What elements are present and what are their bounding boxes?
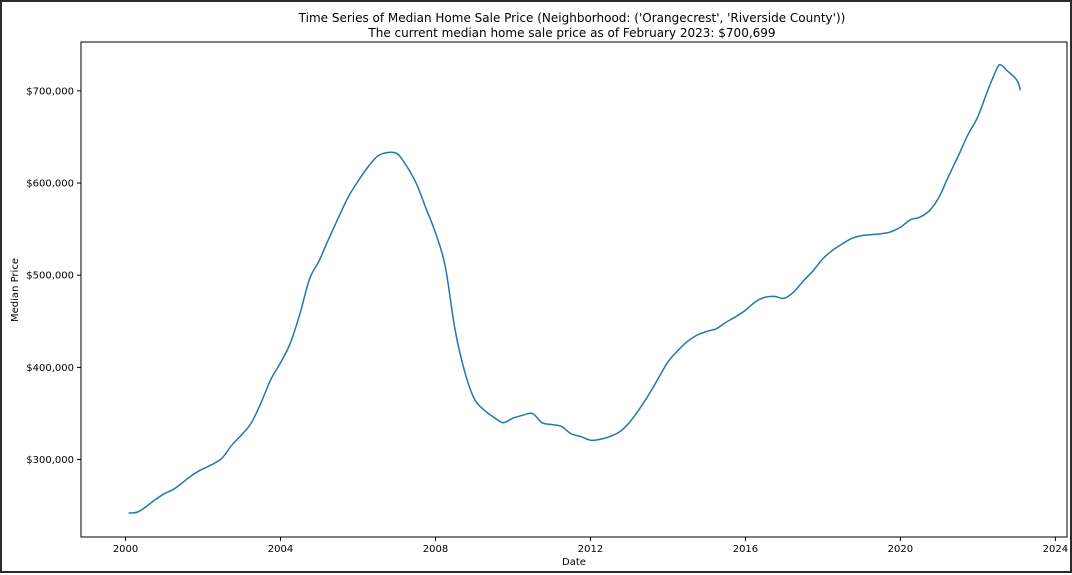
series-group bbox=[128, 63, 1022, 514]
y-axis: $300,000 $400,000 $500,000 $600,000 $700,000 bbox=[26, 86, 81, 466]
x-tick-label: 2004 bbox=[268, 544, 293, 555]
y-tick-label: $500,000 bbox=[26, 271, 74, 282]
x-axis-label: Date bbox=[562, 557, 586, 568]
y-tick-label: $600,000 bbox=[26, 179, 74, 190]
x-tick-label: 2024 bbox=[1043, 544, 1068, 555]
x-axis: 2000 2004 2008 2012 2016 2020 2024 bbox=[113, 537, 1068, 555]
plot-area bbox=[80, 41, 1068, 538]
x-tick-label: 2000 bbox=[113, 544, 138, 555]
x-tick-label: 2012 bbox=[578, 544, 603, 555]
y-tick-label: $300,000 bbox=[26, 455, 74, 466]
series-line bbox=[128, 63, 1022, 514]
x-tick-label: 2020 bbox=[888, 544, 913, 555]
x-tick-label: 2008 bbox=[423, 544, 448, 555]
y-tick-label: $400,000 bbox=[26, 363, 74, 374]
x-tick-label: 2016 bbox=[733, 544, 758, 555]
y-tick-label: $700,000 bbox=[26, 86, 74, 97]
chart-subtitle: The current median home sale price as of… bbox=[367, 26, 775, 40]
chart-title: Time Series of Median Home Sale Price (N… bbox=[298, 11, 846, 25]
y-axis-label: Median Price bbox=[10, 258, 21, 322]
